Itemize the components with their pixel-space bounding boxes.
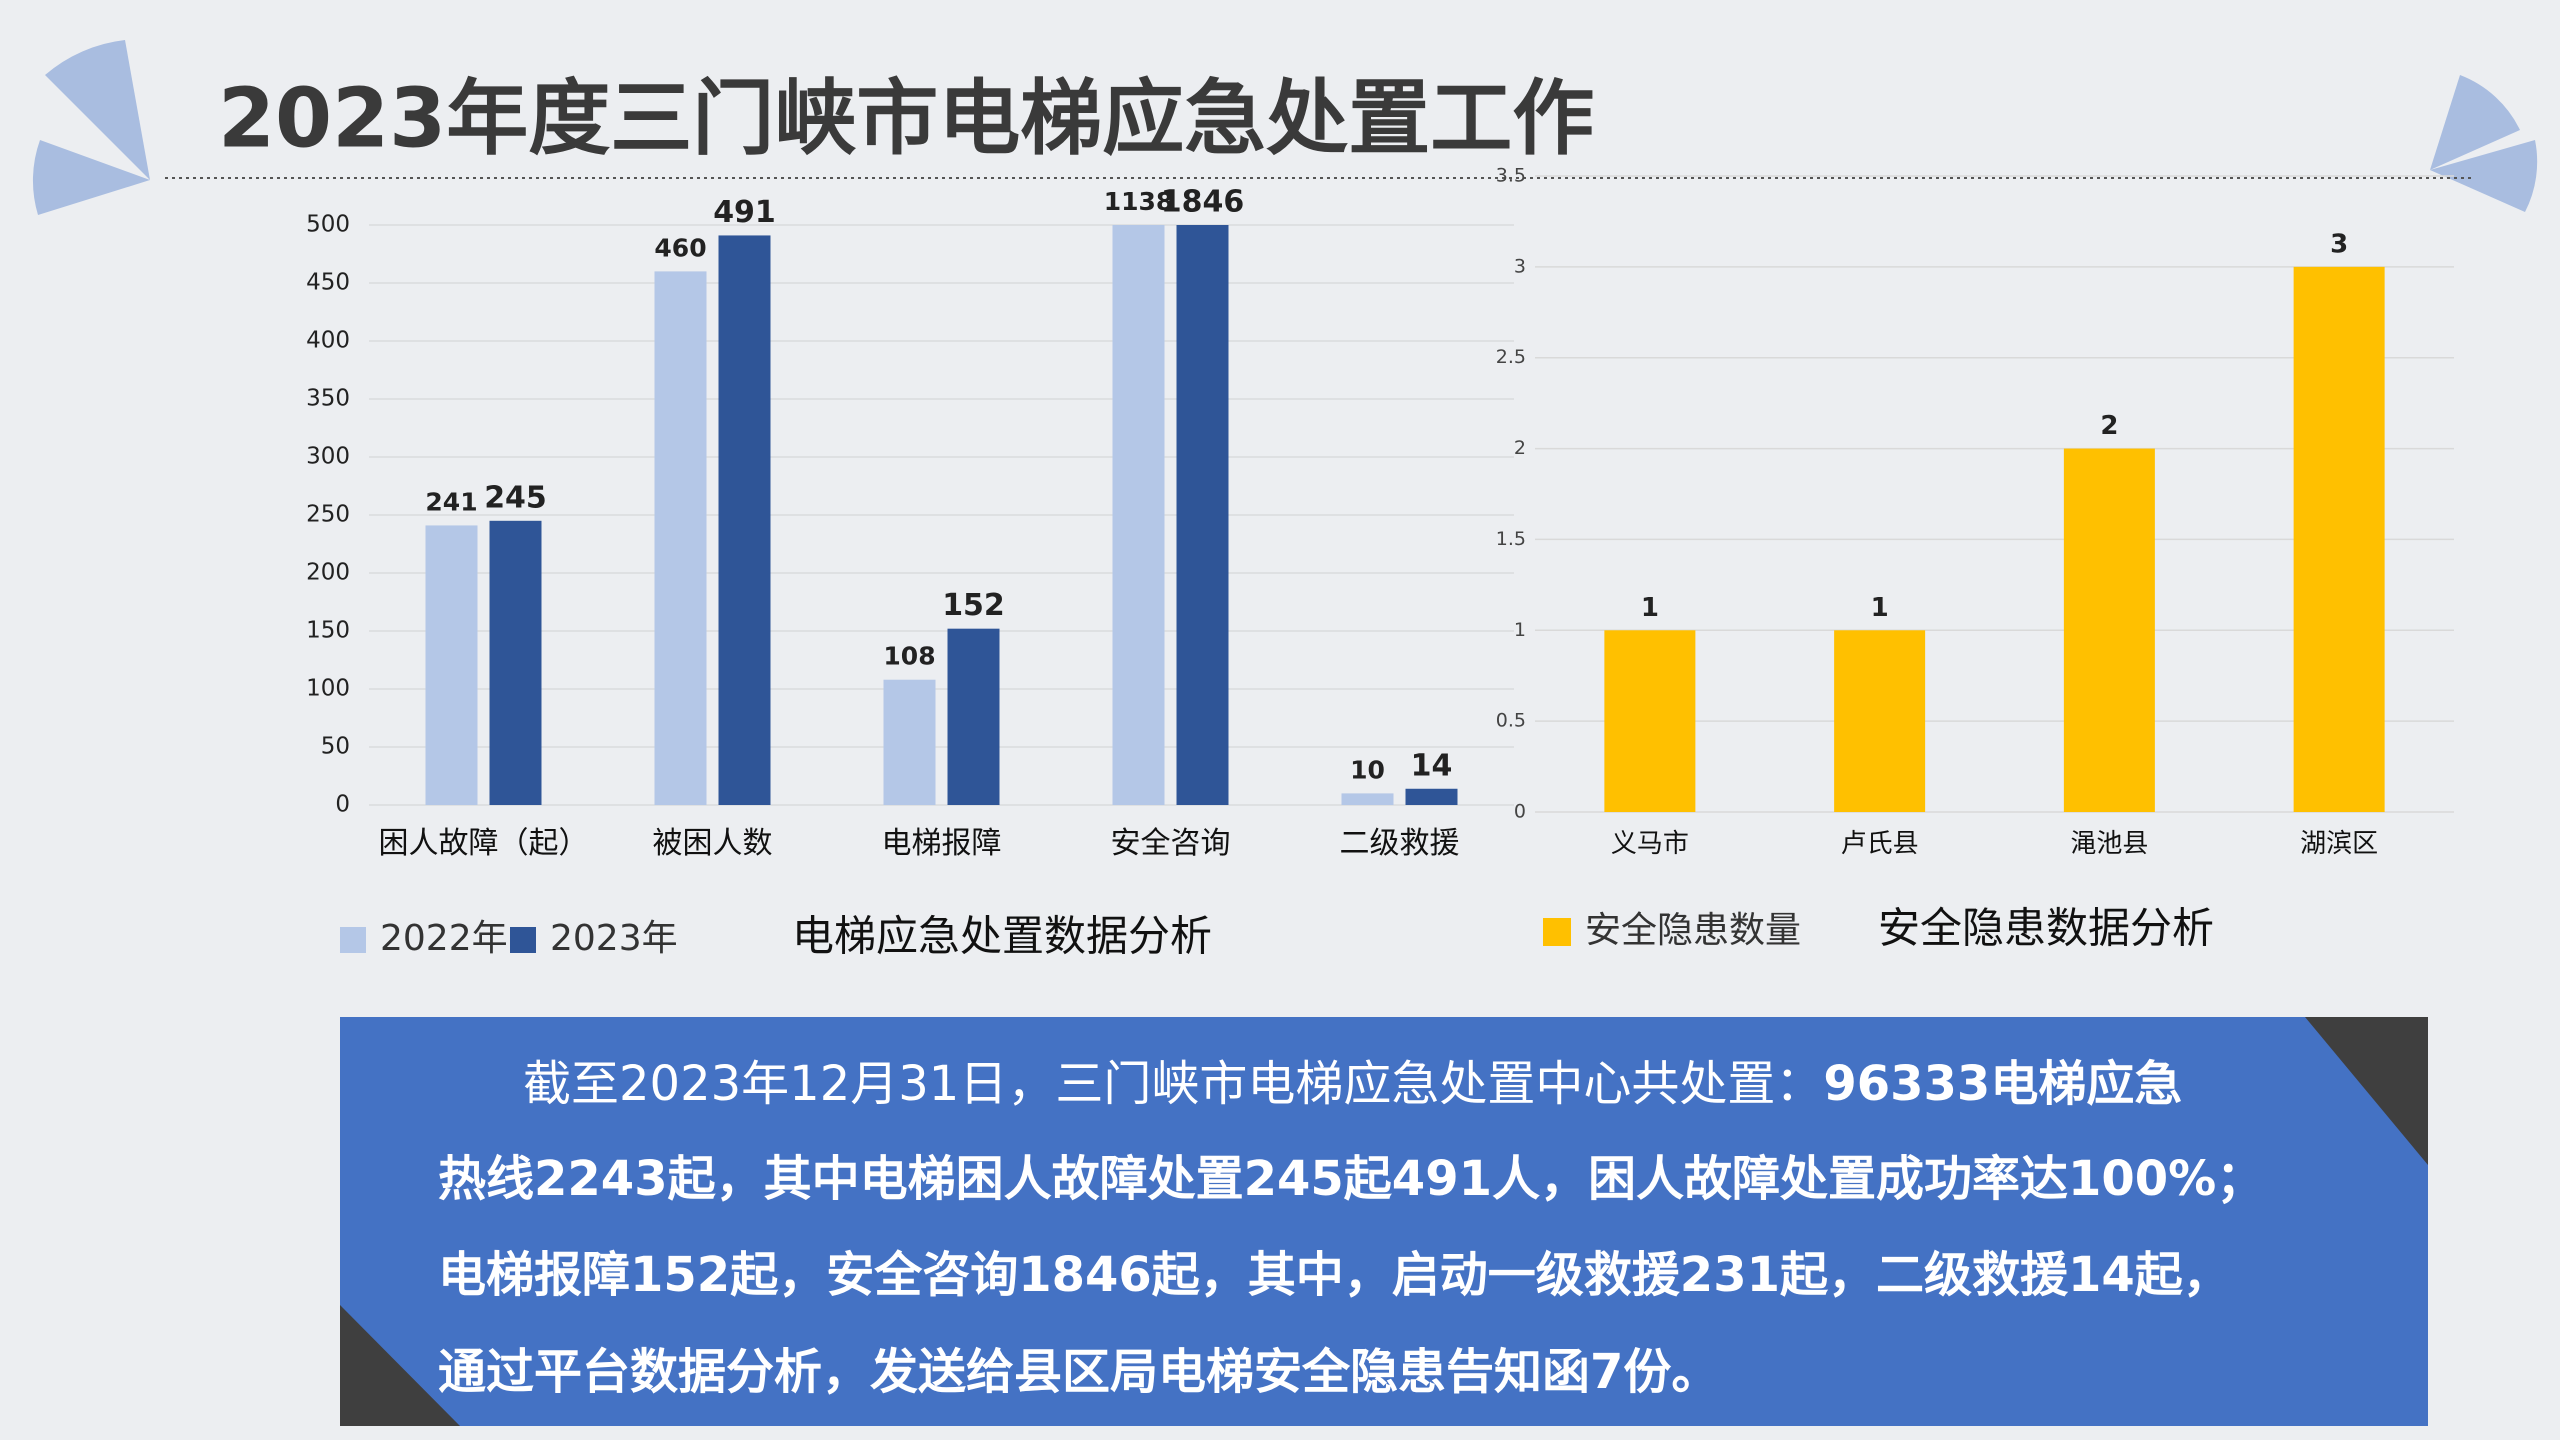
decor-wedge bbox=[32, 140, 150, 215]
chart-caption: 安全隐患数据分析 bbox=[1878, 906, 2214, 953]
data-label: 3 bbox=[2330, 229, 2348, 259]
summary-line: 电梯报障152起，安全咨询1846起，其中，启动一级救援231起，二级救援14起… bbox=[438, 1245, 2231, 1305]
bar bbox=[883, 679, 936, 805]
decor-wedge bbox=[45, 40, 150, 180]
legend-label: 安全隐患数量 bbox=[1585, 910, 1801, 951]
decor-wedge bbox=[2430, 75, 2520, 170]
bars bbox=[1604, 266, 2385, 812]
summary-text: 电梯报障152起，安全咨询1846起，其中，启动一级救援231起，二级救援14起… bbox=[438, 1247, 2231, 1303]
y-tick-label: 450 bbox=[306, 270, 350, 296]
decor-corner bbox=[340, 1305, 460, 1426]
bar bbox=[654, 271, 707, 805]
bar bbox=[2293, 266, 2385, 812]
legend-swatch bbox=[510, 927, 536, 953]
page-title: 2023年度三门峡市电梯应急处置工作 bbox=[218, 71, 1594, 166]
summary-box bbox=[340, 1017, 2428, 1426]
y-tick-label: 400 bbox=[306, 328, 350, 354]
x-tick-label: 安全咨询 bbox=[1111, 827, 1231, 860]
y-tick-label: 1.5 bbox=[1496, 528, 1526, 550]
x-tick-label: 被困人数 bbox=[653, 827, 773, 860]
bar bbox=[1112, 225, 1165, 805]
summary-line: 截至2023年12月31日，三门峡市电梯应急处置中心共处置：96333电梯应急 bbox=[523, 1054, 2182, 1114]
x-tick-label: 渑池县 bbox=[2070, 829, 2148, 858]
y-tick-label: 150 bbox=[306, 618, 350, 644]
bars bbox=[425, 225, 1458, 805]
chart-caption: 电梯应急处置数据分析 bbox=[792, 914, 1212, 961]
y-tick-label: 50 bbox=[321, 734, 350, 760]
decor-corner bbox=[2305, 1017, 2428, 1165]
bar bbox=[425, 525, 478, 805]
y-tick-label: 0.5 bbox=[1496, 710, 1526, 732]
x-tick-label: 卢氏县 bbox=[1841, 829, 1919, 858]
data-label: 14 bbox=[1411, 748, 1453, 783]
summary-text: 96333电梯应急 bbox=[1823, 1056, 2183, 1112]
data-label: 1846 bbox=[1161, 185, 1245, 220]
y-tick-label: 250 bbox=[306, 502, 350, 528]
summary-text: 截至2023年12月31日，三门峡市电梯应急处置中心共处置： bbox=[523, 1056, 1824, 1112]
x-tick-label: 湖滨区 bbox=[2300, 829, 2378, 858]
data-label: 2 bbox=[2100, 411, 2118, 441]
data-label: 491 bbox=[713, 195, 776, 230]
y-tick-label: 0 bbox=[1514, 801, 1526, 823]
summary-text: 热线2243起，其中电梯困人故障处置245起491人，困人故障处置成功率达100… bbox=[438, 1151, 2265, 1207]
bar bbox=[1405, 788, 1458, 805]
y-tick-label: 300 bbox=[306, 444, 350, 470]
data-label: 1 bbox=[1641, 593, 1659, 623]
data-label: 1 bbox=[1871, 593, 1889, 623]
data-label: 460 bbox=[654, 233, 706, 262]
y-tick-label: 500 bbox=[306, 212, 350, 238]
summary-line: 热线2243起，其中电梯困人故障处置245起491人，困人故障处置成功率达100… bbox=[438, 1149, 2264, 1209]
decor-wedge bbox=[2430, 140, 2538, 212]
x-tick-label: 电梯报障 bbox=[882, 827, 1002, 860]
data-label: 152 bbox=[942, 588, 1005, 623]
bar bbox=[718, 235, 771, 805]
x-tick-label: 义马市 bbox=[1611, 829, 1689, 858]
bar bbox=[1341, 793, 1394, 805]
bar bbox=[489, 520, 542, 805]
legend-swatch bbox=[1543, 918, 1571, 946]
legend-label: 2023年 bbox=[550, 918, 678, 959]
x-tick-label: 困人故障（起） bbox=[379, 827, 589, 860]
legend-swatch bbox=[340, 927, 366, 953]
data-label: 10 bbox=[1350, 755, 1385, 784]
y-tick-label: 3 bbox=[1514, 255, 1526, 277]
data-label: 108 bbox=[883, 642, 935, 671]
bar bbox=[2063, 448, 2155, 812]
summary-line: 通过平台数据分析，发送给县区局电梯安全隐患告知函7份。 bbox=[438, 1342, 1719, 1402]
y-tick-label: 350 bbox=[306, 386, 350, 412]
legend-label: 2022年 bbox=[380, 918, 508, 959]
bar bbox=[1834, 630, 1926, 812]
y-tick-label: 100 bbox=[306, 676, 350, 702]
data-label: 245 bbox=[484, 480, 547, 515]
bar bbox=[1604, 630, 1696, 812]
y-tick-label: 200 bbox=[306, 560, 350, 586]
y-tick-label: 0 bbox=[335, 792, 350, 818]
bar bbox=[1176, 225, 1229, 805]
y-tick-label: 1 bbox=[1514, 619, 1526, 641]
data-label: 241 bbox=[425, 487, 477, 516]
y-tick-label: 3.5 bbox=[1496, 165, 1526, 187]
data-label: 1138 bbox=[1104, 187, 1174, 216]
y-tick-label: 2 bbox=[1514, 437, 1526, 459]
y-tick-label: 2.5 bbox=[1496, 346, 1526, 368]
summary-text: 通过平台数据分析，发送给县区局电梯安全隐患告知函7份。 bbox=[438, 1344, 1720, 1400]
bar bbox=[947, 628, 1000, 805]
summary: 截至2023年12月31日，三门峡市电梯应急处置中心共处置：96333电梯应急热… bbox=[340, 1017, 2428, 1426]
x-tick-label: 二级救援 bbox=[1340, 827, 1460, 860]
